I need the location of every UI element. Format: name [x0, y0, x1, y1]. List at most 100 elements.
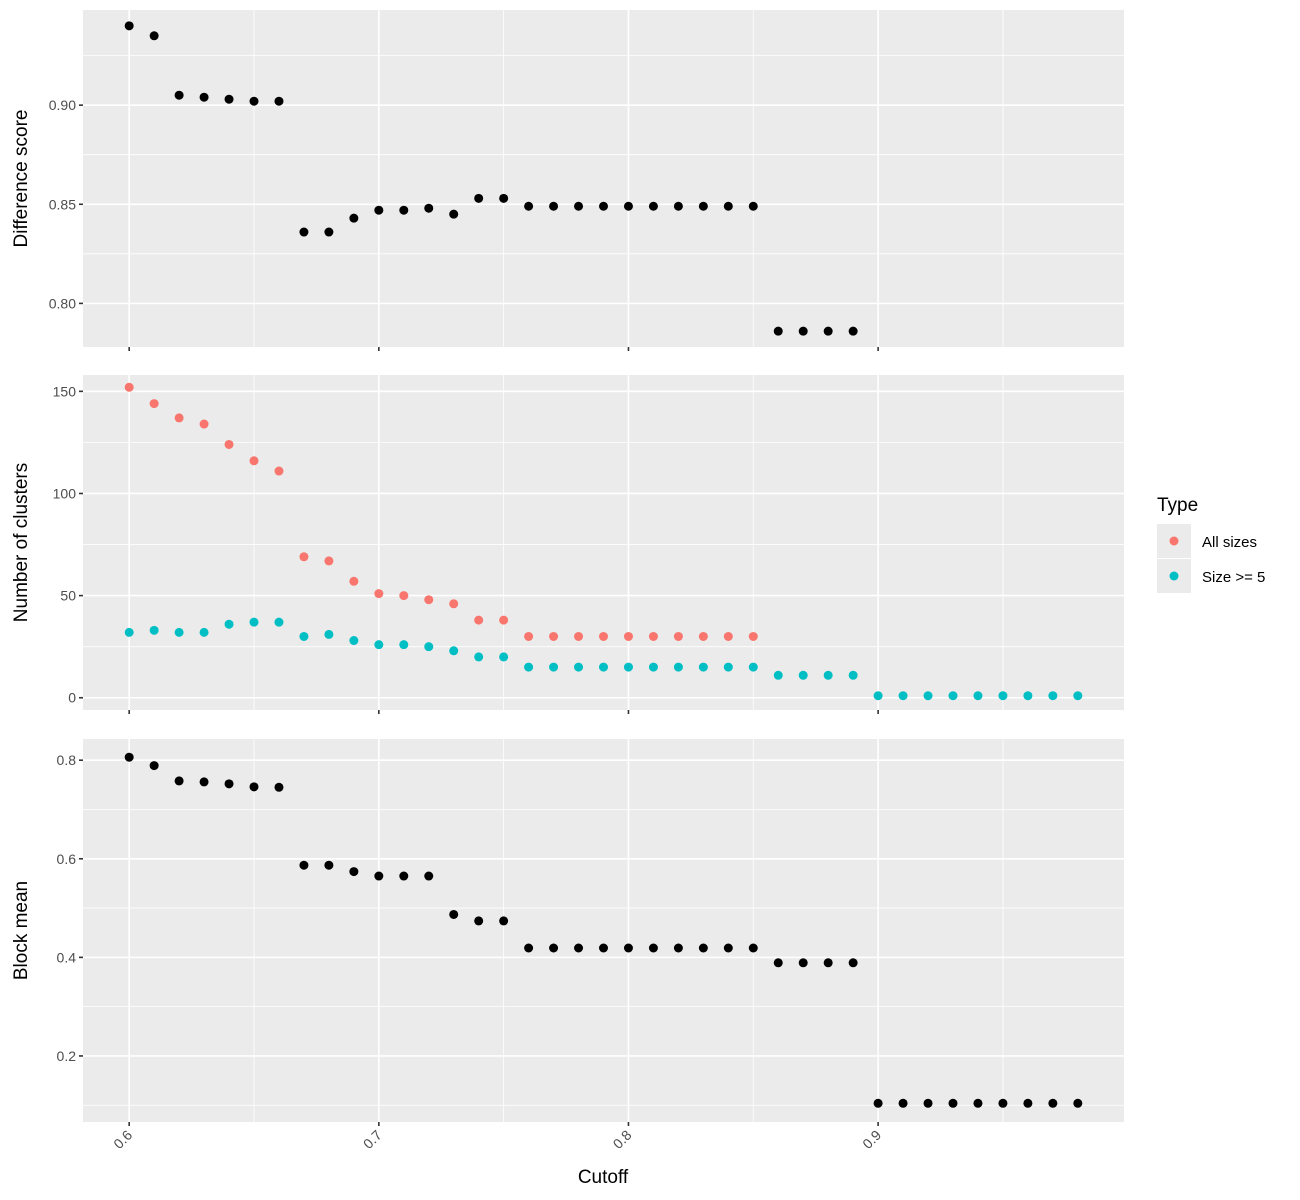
y-axis-title: Block mean: [11, 881, 32, 980]
data-point: [249, 96, 259, 106]
x-tick-label: 0.6: [110, 1127, 135, 1152]
data-point: [798, 670, 808, 680]
data-point: [648, 662, 658, 672]
data-point: [324, 556, 334, 566]
data-point: [424, 595, 434, 605]
legend: Type All sizes Size >= 5: [1157, 495, 1265, 593]
data-point: [773, 958, 783, 968]
data-point: [798, 326, 808, 336]
data-point: [898, 1098, 908, 1108]
data-point: [973, 691, 983, 701]
legend-key-size-5: [1169, 571, 1179, 581]
data-point: [723, 943, 733, 953]
data-point: [923, 691, 933, 701]
legend-label-size-5: Size >= 5: [1202, 569, 1265, 586]
data-point: [449, 209, 459, 219]
panel-background: [83, 10, 1124, 347]
data-point: [773, 670, 783, 680]
data-point: [873, 691, 883, 701]
difference-score-panel: 0.80 0.85 0.90 Difference score: [11, 10, 1124, 351]
data-point: [1048, 1098, 1058, 1108]
x-tick-label: 0.9: [859, 1127, 884, 1152]
data-point: [623, 662, 633, 672]
y-tick-label: 0.4: [57, 949, 77, 965]
data-point: [199, 777, 209, 787]
y-tick-label: 0.85: [49, 196, 76, 212]
data-point: [948, 691, 958, 701]
data-point: [1073, 1098, 1083, 1108]
data-point: [673, 943, 683, 953]
data-point: [599, 662, 608, 672]
data-point: [549, 662, 559, 672]
data-point: [124, 752, 134, 762]
data-point: [599, 943, 608, 953]
data-point: [149, 625, 159, 635]
data-point: [1048, 691, 1058, 701]
data-point: [524, 662, 534, 672]
data-point: [424, 871, 434, 881]
data-point: [174, 413, 184, 423]
data-point: [648, 943, 658, 953]
data-point: [623, 631, 633, 641]
data-point: [124, 627, 134, 637]
data-point: [449, 646, 459, 656]
data-point: [124, 382, 134, 392]
data-point: [549, 943, 559, 953]
data-point: [574, 662, 584, 672]
y-axis-title: Number of clusters: [11, 463, 32, 622]
data-point: [1023, 691, 1033, 701]
y-tick-label: 150: [53, 383, 77, 399]
data-point: [723, 201, 733, 211]
data-point: [374, 640, 384, 650]
data-point: [823, 670, 833, 680]
data-point: [1073, 691, 1083, 701]
data-point: [673, 662, 683, 672]
data-point: [998, 1098, 1008, 1108]
data-point: [149, 31, 159, 41]
data-point: [174, 776, 184, 786]
data-point: [149, 399, 159, 409]
data-point: [424, 203, 434, 213]
data-point: [124, 21, 134, 31]
data-point: [648, 201, 658, 211]
data-point: [224, 619, 234, 629]
data-point: [249, 617, 259, 627]
data-point: [873, 1098, 883, 1108]
data-point: [748, 631, 758, 641]
legend-label-all-sizes: All sizes: [1202, 534, 1257, 551]
y-tick-label: 0: [68, 690, 76, 706]
data-point: [848, 326, 858, 336]
data-point: [449, 909, 459, 919]
data-point: [199, 627, 209, 637]
data-point: [299, 631, 309, 641]
data-point: [599, 201, 608, 211]
data-point: [449, 599, 459, 609]
x-axis-title: Cutoff: [578, 1167, 629, 1188]
number-of-clusters-panel: 0 50 100 150 Number of clusters: [11, 375, 1124, 714]
y-tick-label: 50: [60, 588, 76, 604]
data-point: [648, 631, 658, 641]
data-point: [823, 326, 833, 336]
data-point: [898, 691, 908, 701]
data-point: [748, 943, 758, 953]
data-point: [224, 439, 234, 449]
data-point: [274, 466, 284, 476]
data-point: [499, 652, 509, 662]
data-point: [574, 201, 584, 211]
data-point: [773, 326, 783, 336]
data-point: [574, 631, 584, 641]
data-point: [524, 631, 534, 641]
y-tick-label: 0.90: [49, 97, 76, 113]
data-point: [599, 631, 608, 641]
data-point: [748, 201, 758, 211]
data-point: [673, 201, 683, 211]
y-tick-label: 0.6: [57, 851, 77, 867]
data-point: [274, 617, 284, 627]
data-point: [224, 779, 234, 789]
data-point: [474, 193, 484, 203]
data-point: [349, 576, 359, 586]
data-point: [374, 871, 384, 881]
legend-key-all-sizes: [1169, 536, 1179, 546]
data-point: [374, 589, 384, 599]
data-point: [973, 1098, 983, 1108]
